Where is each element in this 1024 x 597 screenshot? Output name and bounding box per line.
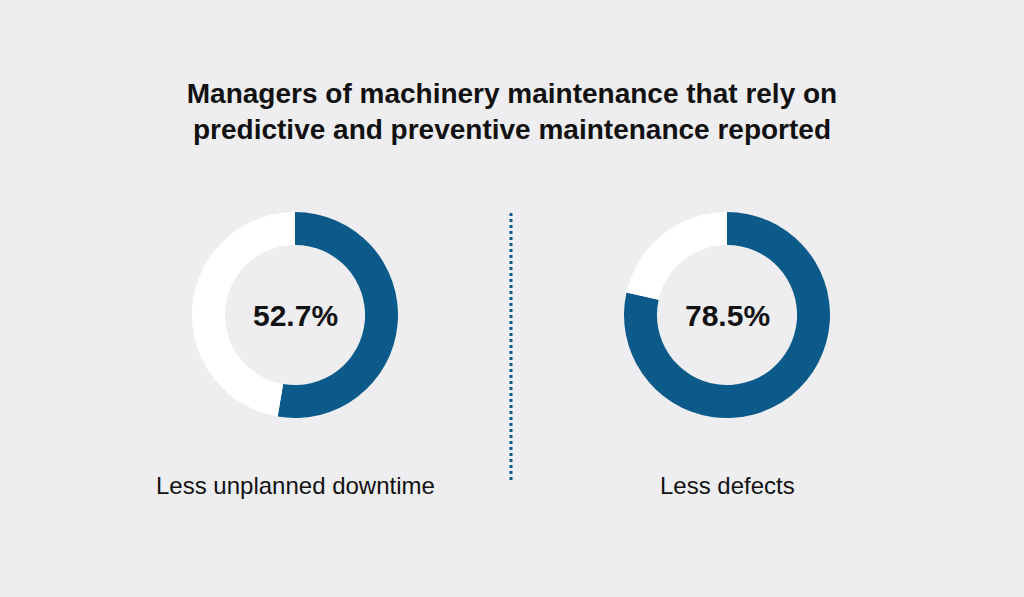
svg-text:Less unplanned downtime: Less unplanned downtime — [156, 472, 435, 499]
svg-text:52.7%: 52.7% — [253, 299, 338, 332]
svg-text:Managers of machinery maintena: Managers of machinery maintenance that r… — [187, 78, 837, 145]
svg-text:78.5%: 78.5% — [685, 299, 770, 332]
svg-text:Less defects: Less defects — [660, 472, 795, 499]
